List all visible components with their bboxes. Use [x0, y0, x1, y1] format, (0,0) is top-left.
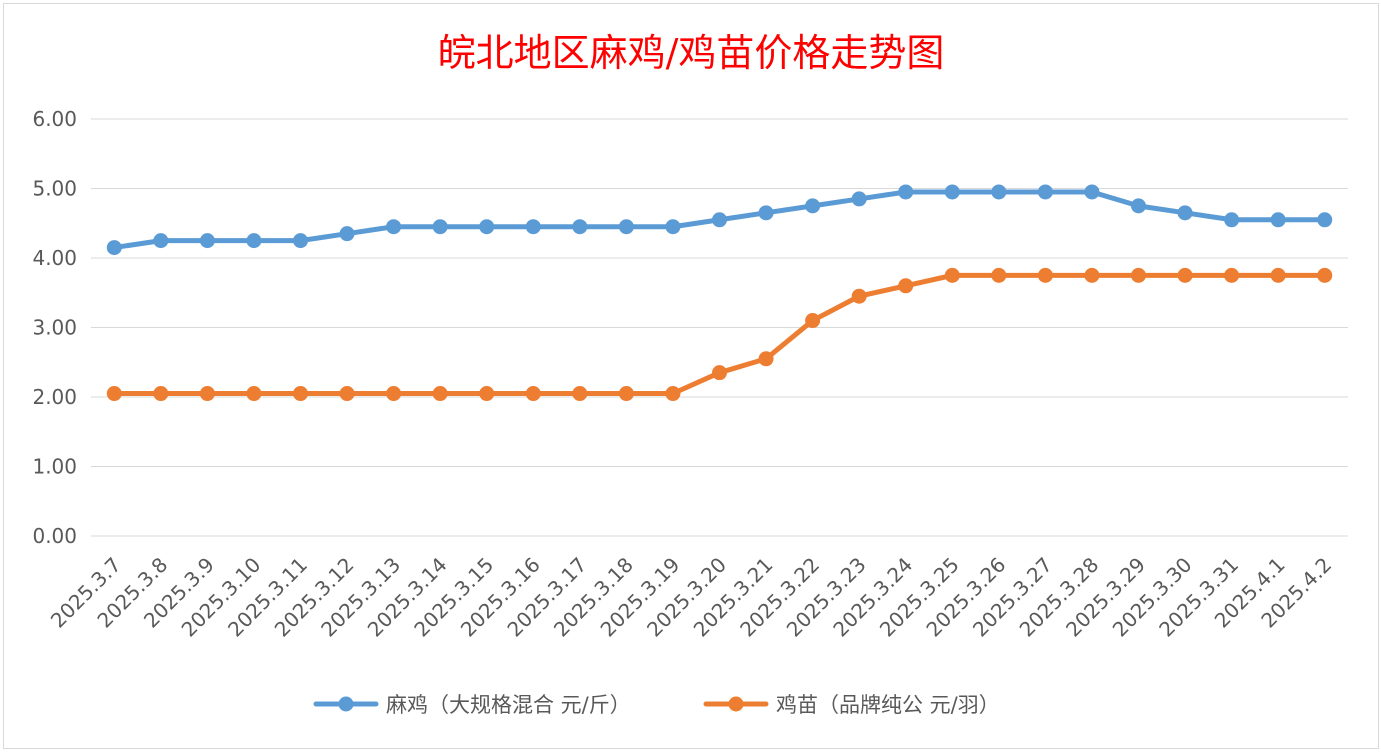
data-point	[339, 386, 355, 402]
data-point	[572, 386, 588, 402]
data-point	[386, 386, 402, 402]
data-point	[898, 278, 914, 294]
y-tick-label: 2.00	[32, 385, 77, 409]
data-point	[944, 184, 960, 200]
data-point	[1177, 205, 1193, 221]
data-point	[851, 288, 867, 304]
data-point	[1270, 212, 1286, 228]
y-tick-label: 3.00	[32, 316, 77, 340]
data-point	[618, 219, 634, 235]
data-point	[991, 267, 1007, 283]
series-lines	[106, 184, 1333, 402]
y-tick-label: 0.00	[32, 524, 77, 548]
y-tick-label: 6.00	[32, 107, 77, 131]
data-point	[153, 386, 169, 402]
data-point	[1084, 184, 1100, 200]
legend-marker	[728, 696, 744, 712]
data-point	[1270, 267, 1286, 283]
data-point	[386, 219, 402, 235]
data-point	[758, 205, 774, 221]
data-point	[1131, 267, 1146, 283]
data-point	[1224, 267, 1240, 283]
data-point	[1084, 267, 1100, 283]
data-point	[199, 233, 215, 249]
y-tick-label: 5.00	[32, 177, 77, 201]
data-point	[293, 233, 308, 249]
data-point	[805, 313, 821, 329]
data-point	[1037, 184, 1053, 200]
data-point	[898, 184, 914, 200]
data-point	[525, 219, 541, 235]
data-point	[851, 191, 867, 207]
data-point	[525, 386, 541, 402]
legend-item: 麻鸡（大规格混合 元/斤）	[313, 693, 631, 717]
series-1	[106, 184, 1333, 256]
y-tick-label: 1.00	[32, 455, 77, 479]
data-point	[665, 386, 681, 402]
data-point	[1317, 267, 1333, 283]
data-point	[1317, 212, 1333, 228]
data-point	[758, 351, 774, 367]
line-chart: 皖北地区麻鸡/鸡苗价格走势图 0.00 1.00 2.00 3.00 4.00 5.00 6…	[32, 31, 1348, 717]
data-point	[479, 386, 495, 402]
data-point	[106, 240, 122, 256]
chart-frame: 皖北地区麻鸡/鸡苗价格走势图 0.00 1.00 2.00 3.00 4.00 5.00 6…	[3, 3, 1379, 749]
gridlines	[91, 118, 1348, 537]
series-2	[106, 267, 1333, 402]
data-point	[153, 233, 169, 249]
data-point	[1037, 267, 1053, 283]
legend-item: 鸡苗（品牌纯公 元/羽）	[703, 693, 1000, 717]
data-point	[618, 386, 634, 402]
legend-label: 鸡苗（品牌纯公 元/羽）	[776, 693, 1000, 717]
data-point	[293, 386, 308, 402]
data-point	[1131, 198, 1146, 214]
data-point	[572, 219, 588, 235]
data-point	[805, 198, 821, 214]
y-tick-label: 4.00	[32, 246, 77, 270]
data-point	[665, 219, 681, 235]
legend: 麻鸡（大规格混合 元/斤） 鸡苗（品牌纯公 元/羽）	[313, 693, 1000, 717]
data-point	[106, 386, 122, 402]
legend-marker	[338, 696, 354, 712]
data-point	[712, 212, 727, 228]
y-axis-ticks: 0.00 1.00 2.00 3.00 4.00 5.00 6.00	[32, 107, 77, 548]
legend-label: 麻鸡（大规格混合 元/斤）	[386, 693, 631, 717]
data-point	[944, 267, 960, 283]
x-axis-ticks: 2025.3.72025.3.82025.3.92025.3.102025.3.…	[46, 553, 1336, 642]
data-point	[432, 386, 448, 402]
data-point	[199, 386, 215, 402]
data-point	[479, 219, 495, 235]
data-point	[246, 233, 262, 249]
data-point	[339, 226, 355, 242]
chart-title: 皖北地区麻鸡/鸡苗价格走势图	[438, 31, 945, 75]
data-point	[1177, 267, 1193, 283]
data-point	[432, 219, 448, 235]
data-point	[246, 386, 262, 402]
data-point	[712, 365, 727, 381]
data-point	[1224, 212, 1240, 228]
data-point	[991, 184, 1007, 200]
